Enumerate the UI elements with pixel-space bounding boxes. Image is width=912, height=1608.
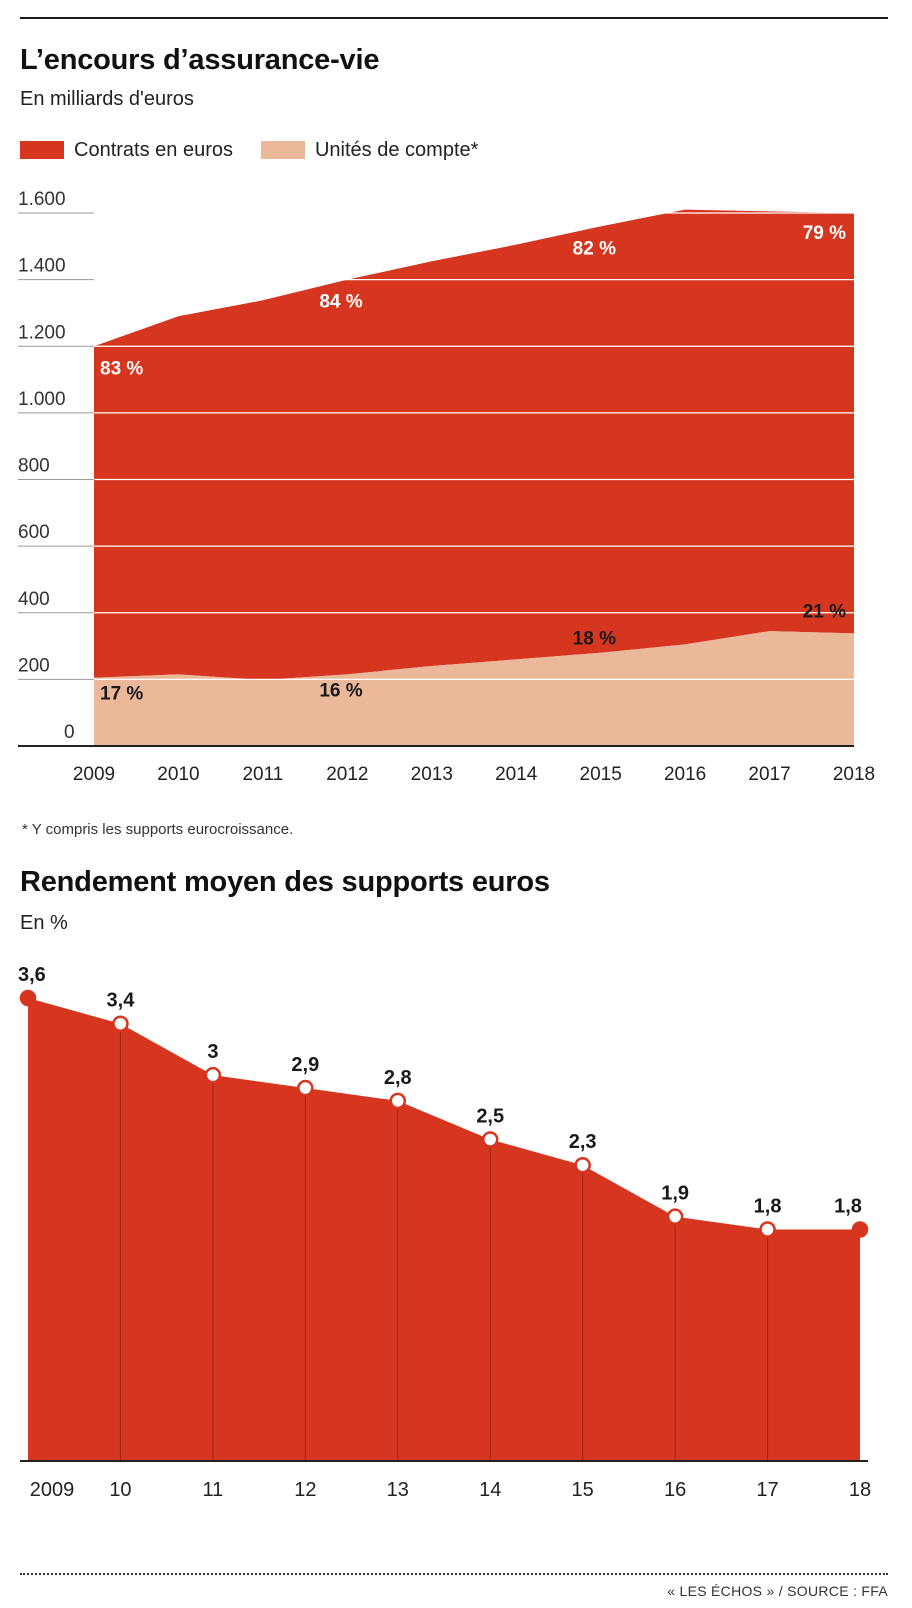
x-tick-label: 2010 — [157, 764, 199, 785]
data-label: 1,8 — [834, 1196, 862, 1218]
data-label: 2,5 — [476, 1105, 504, 1127]
x-tick-label: 2018 — [833, 764, 875, 785]
x-tick-label: 17 — [756, 1479, 778, 1501]
legend-item-uc: Unités de compte* — [260, 138, 479, 162]
source-rule — [20, 1573, 888, 1575]
data-point-marker — [112, 1015, 129, 1032]
x-tick-label: 10 — [109, 1479, 131, 1501]
y-tick-label: 200 — [18, 655, 50, 676]
area-contrats-euros — [94, 209, 854, 681]
data-label: 3 — [207, 1041, 218, 1063]
share-label-euros: 84 % — [319, 292, 362, 313]
chart2-title: Rendement moyen des supports euros — [20, 866, 550, 898]
data-label: 1,8 — [754, 1196, 782, 1218]
chart1-footnote: * Y compris les supports eurocroissance. — [22, 821, 294, 838]
x-tick-label: 11 — [203, 1479, 224, 1501]
x-tick-label: 2009 — [73, 764, 115, 785]
top-rule — [20, 17, 888, 19]
source-credit: « LES ÉCHOS » / SOURCE : FFA — [667, 1583, 888, 1599]
share-label-uc: 21 % — [803, 601, 846, 622]
y-tick-label: 600 — [18, 522, 50, 543]
data-point-marker — [851, 1221, 869, 1238]
x-tick-label: 2014 — [495, 764, 538, 785]
y-tick-label: 800 — [18, 456, 50, 477]
area-unites-de-compte — [94, 631, 854, 746]
share-label-uc: 16 % — [319, 680, 362, 701]
share-label-euros: 83 % — [100, 358, 143, 379]
share-label-euros: 82 % — [573, 238, 616, 259]
data-label: 1,9 — [661, 1183, 689, 1205]
x-tick-label: 2011 — [242, 764, 283, 785]
data-point-marker — [759, 1221, 776, 1238]
data-point-marker — [19, 989, 37, 1007]
y-tick-label: 1.200 — [18, 322, 66, 343]
chart1-legend: Contrats en euros Unités de compte* — [20, 137, 506, 163]
share-label-uc: 18 % — [573, 629, 616, 650]
data-label: 2,9 — [291, 1054, 319, 1076]
legend-label-uc: Unités de compte* — [314, 138, 479, 161]
x-tick-label: 13 — [387, 1479, 409, 1501]
x-tick-label: 2015 — [580, 764, 622, 785]
data-label: 2,3 — [569, 1131, 597, 1153]
x-tick-label: 12 — [294, 1479, 316, 1501]
legend-label-euros: Contrats en euros — [74, 138, 233, 161]
x-tick-label: 2013 — [411, 764, 453, 785]
y-tick-label: 1.000 — [18, 389, 66, 410]
x-tick-label: 2017 — [748, 764, 790, 785]
data-point-marker — [574, 1156, 591, 1174]
x-tick-label: 2009 — [30, 1479, 75, 1501]
data-point-marker — [204, 1066, 222, 1084]
y-tick-label: 1.400 — [18, 256, 66, 277]
legend-swatch-uc — [260, 141, 305, 159]
chart2-subtitle: En % — [20, 912, 68, 934]
y-tick-label: 400 — [18, 589, 50, 610]
data-label: 3,6 — [18, 964, 46, 986]
data-label: 2,8 — [384, 1067, 412, 1089]
x-tick-label: 15 — [572, 1479, 594, 1501]
x-tick-label: 16 — [664, 1479, 686, 1501]
data-point-marker — [666, 1208, 684, 1225]
data-label: 3,4 — [107, 990, 136, 1012]
x-tick-label: 18 — [849, 1479, 871, 1501]
y-tick-label: 1.600 — [18, 189, 66, 210]
area-rendement — [28, 998, 860, 1461]
data-point-marker — [389, 1092, 407, 1110]
legend-item-euros: Contrats en euros — [20, 139, 233, 162]
data-point-marker — [481, 1131, 499, 1148]
share-label-euros: 79 % — [803, 223, 846, 244]
share-label-uc: 17 % — [100, 684, 143, 705]
x-tick-label: 2012 — [326, 764, 368, 785]
y-tick-label: 0 — [64, 722, 75, 743]
x-tick-label: 14 — [479, 1479, 501, 1501]
data-point-marker — [297, 1079, 314, 1097]
legend-swatch-euros — [20, 141, 64, 159]
chart1-subtitle: En milliards d'euros — [20, 88, 194, 110]
chart1-title: L’encours d’assurance-vie — [20, 44, 380, 76]
chart1-area-chart: 0 200 400 600 800 1.000 1.200 1.400 1.600 2009 201… — [18, 189, 875, 785]
x-tick-label: 2016 — [664, 764, 706, 785]
